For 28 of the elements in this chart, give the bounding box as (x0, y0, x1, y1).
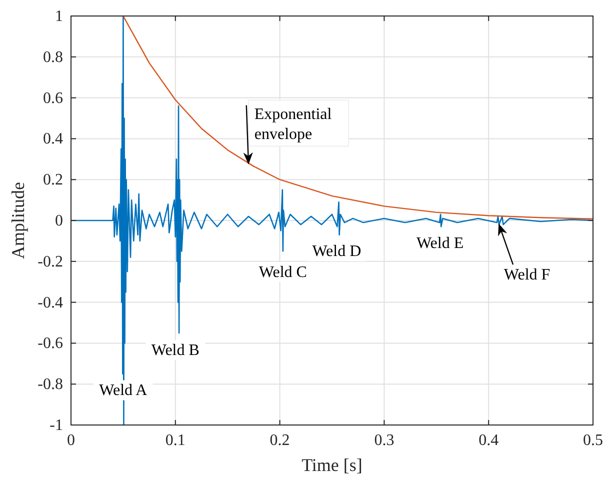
x-tick-label: 0.5 (583, 432, 603, 449)
annotation: Weld E (416, 234, 464, 252)
x-tick-label: 0 (67, 432, 75, 449)
y-tick-label: 0.4 (43, 130, 63, 148)
annotation: Weld B (151, 342, 200, 360)
annotation: Weld C (258, 264, 307, 282)
annotation: Weld A (99, 382, 148, 400)
y-tick-label: -0.2 (38, 253, 63, 270)
x-tick-label: 0.2 (270, 432, 290, 449)
x-tick-label: 0.1 (165, 432, 186, 449)
x-tick-label: 0.3 (374, 432, 394, 449)
annotation: Weld F (504, 266, 550, 284)
y-tick-label: 0.6 (43, 90, 63, 107)
line-series (71, 15, 593, 426)
y-tick-label: -1 (50, 417, 63, 434)
y-tick-label: 0.2 (43, 172, 63, 189)
annotation: Exponential envelope (254, 106, 332, 144)
y-axis-title: Amplitude (8, 182, 28, 259)
x-axis-title: Time [s] (302, 455, 362, 475)
x-tick-label: 0.4 (478, 432, 499, 449)
y-tick-label: 0.8 (43, 48, 63, 66)
line-series (122, 15, 593, 220)
y-tick-label: -0.6 (38, 335, 63, 352)
y-tick-label: -0.8 (38, 376, 63, 394)
y-tick-label: 1 (55, 8, 63, 25)
y-tick-label: -0.4 (38, 294, 63, 312)
annotation: Weld D (312, 243, 362, 260)
y-tick-label: 0 (55, 212, 63, 230)
